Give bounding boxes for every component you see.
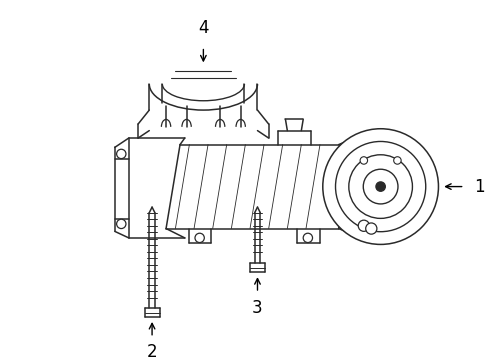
- Circle shape: [335, 141, 425, 232]
- Text: 3: 3: [252, 298, 262, 316]
- Circle shape: [375, 182, 385, 191]
- Circle shape: [116, 219, 126, 229]
- Circle shape: [195, 233, 204, 243]
- Circle shape: [358, 220, 368, 231]
- Circle shape: [359, 157, 367, 164]
- Circle shape: [363, 169, 397, 204]
- Circle shape: [393, 157, 400, 164]
- Text: 1: 1: [473, 177, 484, 195]
- Circle shape: [365, 223, 376, 234]
- Circle shape: [348, 155, 411, 219]
- Circle shape: [116, 149, 126, 159]
- Text: 4: 4: [198, 19, 208, 37]
- Circle shape: [303, 233, 312, 243]
- Text: 2: 2: [146, 343, 157, 360]
- Circle shape: [322, 129, 438, 244]
